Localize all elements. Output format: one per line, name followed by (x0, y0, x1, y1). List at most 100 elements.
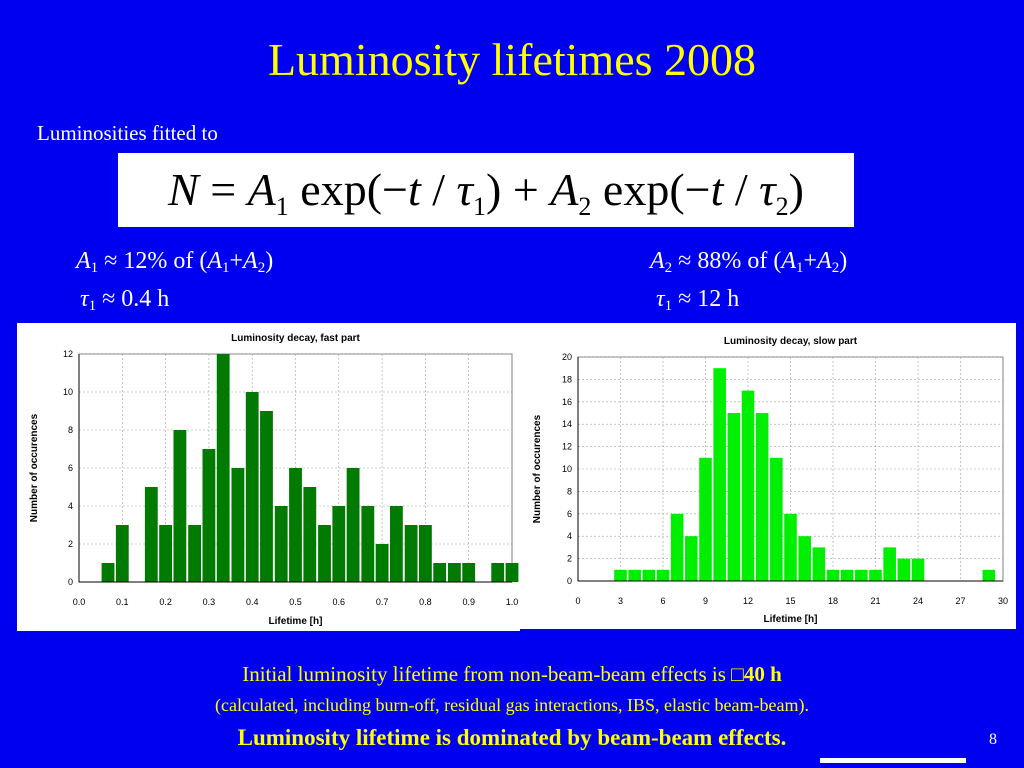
x-tick-label: 0.4 (246, 597, 259, 607)
formula-a2-sub: 2 (578, 192, 592, 221)
y-tick-label: 16 (562, 397, 572, 407)
param-tau-right-sym: τ (656, 286, 665, 312)
param-a1-sym: A (76, 248, 91, 274)
param-a1-close: ) (265, 248, 274, 274)
histogram-bar (245, 392, 259, 582)
fast-part-chart-svg: 0 2 4 6 8 10 12 0.0 0.1 0.2 0.3 0.4 0.5 0.6 0.7 0.8 0.9 1… (29, 333, 519, 627)
y-axis-label: Number of occurences (29, 413, 40, 522)
y-tick-label: 4 (567, 531, 572, 541)
x-axis-label: Lifetime [h] (269, 616, 323, 627)
x-tick-label: 12 (743, 596, 753, 606)
param-a2-text: ≈ 88% of ( (672, 248, 782, 274)
formula-slash1: / (420, 164, 457, 215)
formula-minus1: − (382, 164, 408, 215)
x-tick-label: 0.0 (73, 597, 86, 607)
histogram-bar (202, 449, 216, 582)
footer-line-1-bold: 40 h (743, 662, 782, 686)
param-a2-sum2-sub: 2 (831, 260, 840, 276)
formula-n: N (168, 164, 199, 215)
x-tick-label: 0.2 (159, 597, 172, 607)
y-tick-label: 14 (562, 419, 572, 429)
histogram-bar (289, 468, 302, 582)
page-number: 8 (989, 731, 997, 748)
footer-line-3: Luminosity lifetime is dominated by beam… (237, 725, 787, 750)
x-tick-label: 3 (618, 596, 623, 606)
histogram-bar (389, 506, 403, 582)
slow-part-chart: 0 2 4 6 8 10 12 14 16 18 20 0 3 6 9 12 15 18 21 24 27 30 Lumin… (520, 323, 1016, 629)
formula-a2: A (550, 164, 579, 215)
histogram-bar (188, 525, 202, 582)
param-a2-sum2: A (817, 248, 832, 274)
formula-a1: A (247, 164, 276, 215)
histogram-bar (173, 430, 187, 582)
param-a1-plus: + (229, 248, 244, 274)
histogram-bar (303, 487, 317, 582)
param-a1-sum1-sub: 1 (222, 260, 230, 276)
y-tick-label: 10 (562, 464, 572, 474)
y-tick-label: 10 (63, 387, 73, 397)
bottom-rule (820, 758, 966, 763)
histogram-bar (982, 569, 996, 581)
histogram-bar (144, 487, 158, 582)
histogram-bar (462, 563, 476, 582)
formula-plus: + (512, 164, 539, 215)
formula-close2: ) (788, 164, 804, 215)
histogram-bar (727, 413, 741, 581)
histogram-bar (361, 506, 375, 582)
x-tick-label: 30 (998, 596, 1008, 606)
param-a2-sum1-sub: 1 (796, 260, 804, 276)
param-a2-sym: A (650, 248, 665, 274)
y-tick-label: 4 (68, 501, 73, 511)
histogram-bar (332, 506, 346, 582)
param-a1-text: ≈ 12% of ( (98, 248, 208, 274)
formula-tau2: τ (759, 164, 776, 215)
x-tick-label: 1.0 (506, 597, 519, 607)
x-tick-label: 9 (703, 596, 708, 606)
formula-tau1-sub: 1 (473, 192, 487, 221)
histogram-bar (274, 506, 288, 582)
x-tick-label: 18 (828, 596, 838, 606)
x-tick-label: 15 (785, 596, 795, 606)
histogram-bar (656, 569, 670, 581)
histogram-bar (883, 547, 896, 581)
formula-tau1: τ (456, 164, 474, 215)
histogram-bar (713, 368, 726, 581)
formula-t2: t (710, 164, 724, 215)
param-tau-left-text: ≈ 0.4 h (96, 286, 170, 312)
param-a1-sum2-sub: 2 (257, 260, 266, 276)
y-tick-label: 6 (68, 463, 73, 473)
x-tick-label: 0.5 (289, 597, 302, 607)
y-tick-label: 6 (567, 509, 572, 519)
formula-minus2: − (684, 164, 711, 215)
histogram-bar (897, 558, 911, 581)
param-a1: A1 ≈ 12% of (A1+A2) (76, 246, 273, 283)
histogram-bar (741, 390, 755, 581)
x-tick-label: 24 (913, 596, 923, 606)
histogram-bar (433, 563, 447, 582)
y-tick-label: 20 (562, 352, 572, 362)
formula-close1: ) (486, 164, 502, 215)
histogram-bar (101, 563, 115, 582)
fast-part-chart: 0 2 4 6 8 10 12 0.0 0.1 0.2 0.3 0.4 0.5 0.6 0.7 0.8 0.9 1… (17, 323, 520, 631)
param-tau-right-text: ≈ 12 h (672, 286, 740, 312)
y-tick-label: 2 (68, 539, 73, 549)
footer-line-1-text: Initial luminosity lifetime from non-bea… (242, 662, 732, 686)
histogram-bar (375, 544, 389, 582)
slide-title: Luminosity lifetimes 2008 (267, 34, 757, 85)
y-tick-label: 0 (567, 576, 572, 586)
param-tau-left-sym: τ (80, 286, 89, 312)
histogram-bar (614, 569, 627, 581)
histogram-bar (642, 569, 656, 581)
y-tick-label: 2 (567, 554, 572, 564)
histogram-bar (911, 558, 925, 581)
x-tick-label: 0 (575, 596, 580, 606)
histogram-bar (670, 513, 684, 581)
histogram-bar (812, 547, 826, 581)
param-a2-close: ) (839, 248, 848, 274)
formula-t1: t (407, 164, 421, 215)
histogram-bar (159, 525, 173, 582)
histogram-bar (231, 468, 245, 582)
histogram-bar (318, 525, 331, 582)
histogram-bar (346, 468, 360, 582)
formula-exp2: exp( (602, 164, 685, 215)
